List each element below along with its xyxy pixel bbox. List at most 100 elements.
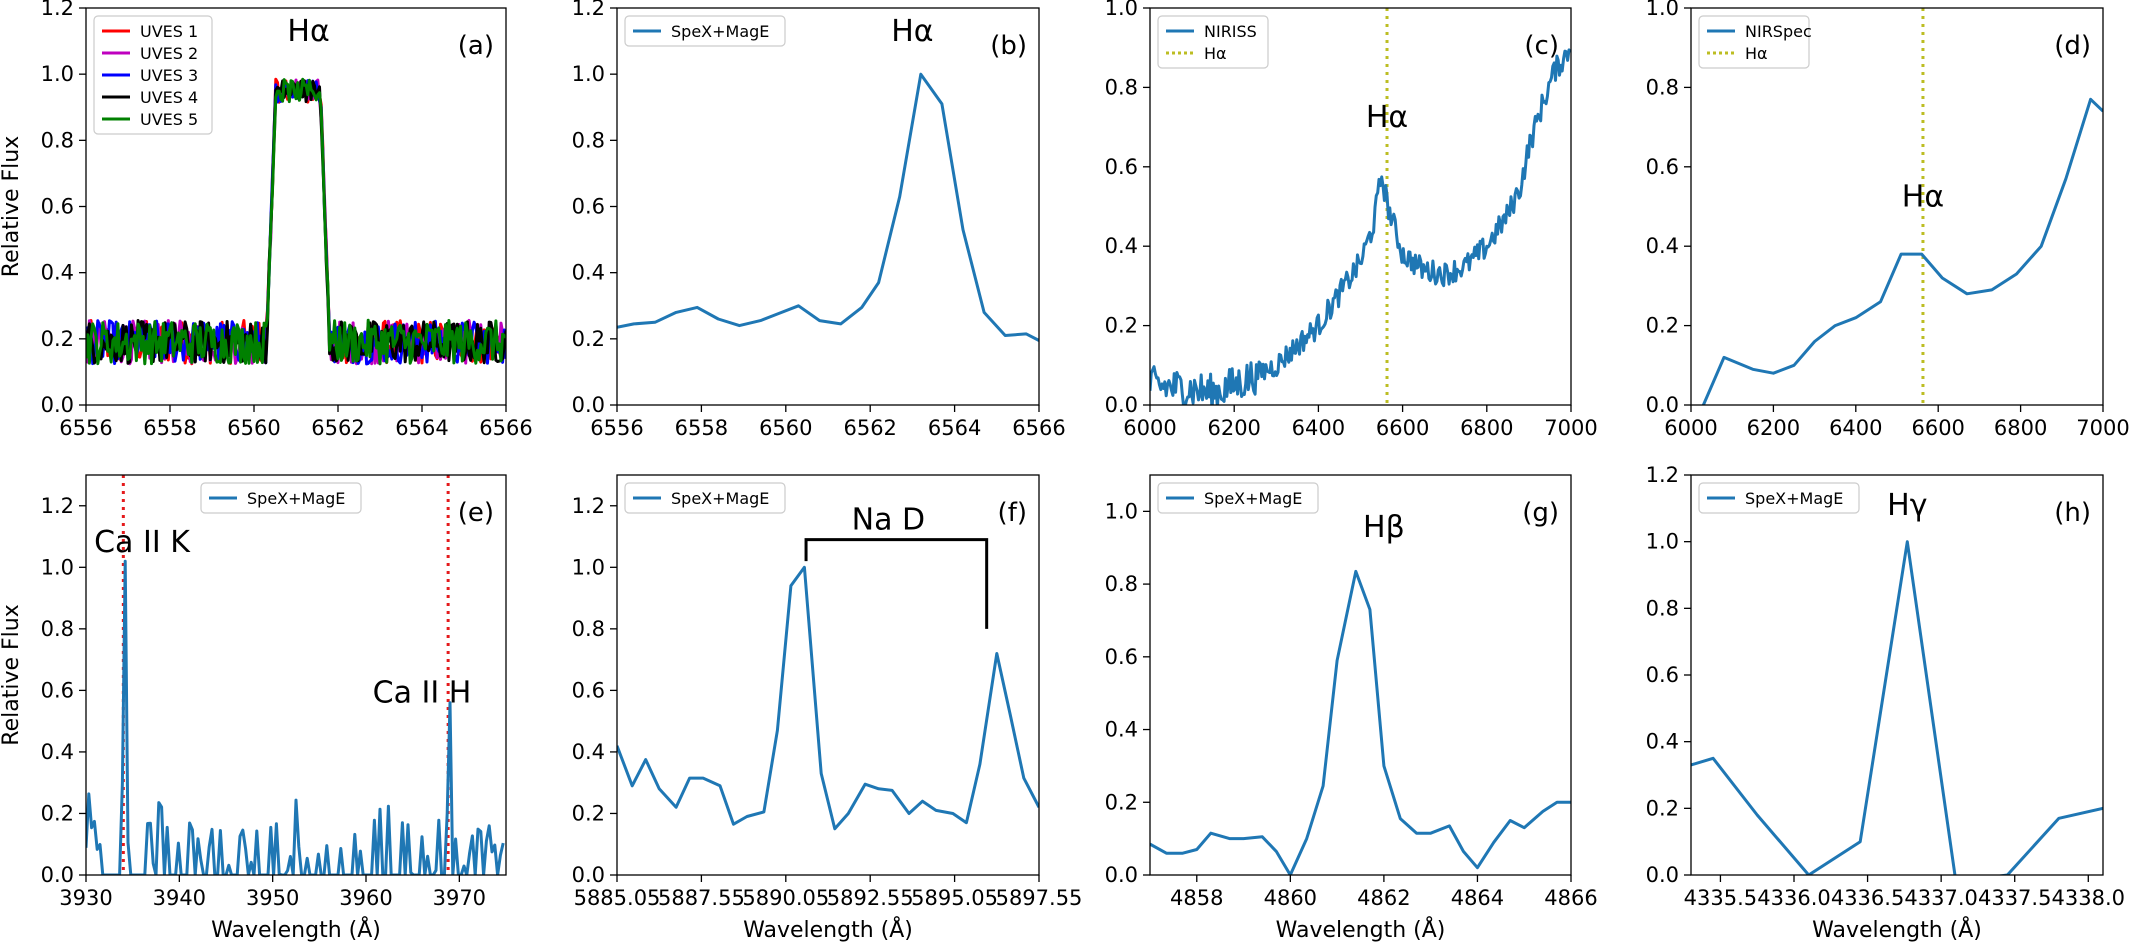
y-tick-label: 0.2 bbox=[41, 801, 74, 825]
y-tick-label: 0.8 bbox=[572, 617, 605, 641]
y-tick-label: 1.0 bbox=[572, 62, 605, 86]
annotation-label: Hα bbox=[891, 14, 933, 49]
plot-area bbox=[1691, 540, 2103, 875]
series-line-spex-mage bbox=[617, 565, 1039, 831]
series-line-niriss bbox=[1150, 48, 1571, 405]
legend-entry: SpeX+MagE bbox=[247, 489, 345, 508]
x-tick-label: 7000 bbox=[2076, 416, 2129, 440]
y-tick-label: 1.0 bbox=[1105, 0, 1138, 20]
y-tick-label: 1.0 bbox=[572, 555, 605, 579]
panel-b: 6556 6558 6560 6562 6564 6566 0.0 0.2 0.4 0.6 0.8 1… bbox=[572, 0, 1066, 440]
x-tick-label: 7000 bbox=[1544, 416, 1597, 440]
legend-entry: UVES 5 bbox=[140, 110, 198, 129]
legend-entry: Hα bbox=[1204, 44, 1227, 63]
x-tick-label: 4864 bbox=[1451, 886, 1504, 910]
x-tick-label: 4866 bbox=[1544, 886, 1597, 910]
y-tick-label: 0.2 bbox=[1105, 314, 1138, 338]
axes-frame bbox=[1690, 474, 2104, 876]
legend: NIRSpec Hα bbox=[1698, 15, 1812, 69]
x-tick-label: 6200 bbox=[1747, 416, 1800, 440]
x-tick-label: 3970 bbox=[433, 886, 486, 910]
x-tick-label: 5895.05 bbox=[911, 886, 998, 910]
legend-box bbox=[200, 482, 362, 514]
legend-entry: SpeX+MagE bbox=[1204, 489, 1302, 508]
annotation-label: Hγ bbox=[1887, 488, 1927, 523]
legend-entry: UVES 1 bbox=[140, 22, 198, 41]
na-d-label: Na D bbox=[852, 503, 925, 538]
y-tick-label: 1.0 bbox=[1646, 0, 1679, 20]
panel-d: 6000 6200 6400 6600 6800 7000 0.0 0.2 0.4 0.6 0.8 1… bbox=[1646, 0, 2130, 440]
axes-frame bbox=[616, 474, 1040, 876]
plot-area bbox=[1701, 8, 2103, 405]
y-tick-label: 0.2 bbox=[41, 327, 74, 351]
legend-box bbox=[1157, 15, 1269, 69]
y-tick-label: 0.2 bbox=[1646, 314, 1679, 338]
y-tick-label: 1.0 bbox=[41, 62, 74, 86]
series-line-spex-mage bbox=[617, 72, 1039, 342]
x-tick-label: 6600 bbox=[1911, 416, 1964, 440]
y-tick-label: 0.8 bbox=[1105, 75, 1138, 99]
annotation-label: Ca II H bbox=[373, 676, 472, 711]
y-tick-label: 1.2 bbox=[572, 494, 605, 518]
annotation-label: Hα bbox=[1902, 180, 1944, 215]
x-tick-label: 6000 bbox=[1123, 416, 1176, 440]
x-tick-label: 4337.0 bbox=[1904, 886, 1977, 910]
x-tick-label: 3940 bbox=[153, 886, 206, 910]
x-tick-label: 6556 bbox=[59, 416, 112, 440]
y-axis-label: Relative Flux bbox=[0, 604, 24, 745]
series-line-spex-mage bbox=[1150, 569, 1571, 875]
x-tick-label: 4337.5 bbox=[1978, 886, 2051, 910]
axes-frame bbox=[616, 7, 1040, 406]
y-axis-label: Relative Flux bbox=[0, 136, 24, 277]
legend: UVES 1 UVES 2 UVES 3 UVES 4 UVES 5 bbox=[93, 15, 213, 135]
y-tick-label: 0.0 bbox=[41, 393, 74, 417]
y-tick-label: 1.2 bbox=[572, 0, 605, 20]
x-tick-label: 6200 bbox=[1207, 416, 1260, 440]
x-tick-label: 6566 bbox=[479, 416, 532, 440]
y-tick-label: 0.0 bbox=[1646, 863, 1679, 887]
legend-entry: NIRISS bbox=[1204, 22, 1257, 41]
legend-entry: SpeX+MagE bbox=[671, 489, 769, 508]
y-tick-label: 0.0 bbox=[572, 863, 605, 887]
y-tick-label: 1.0 bbox=[1105, 499, 1138, 523]
y-tick-label: 1.0 bbox=[1646, 530, 1679, 554]
x-axis-label: Wavelength (Å) bbox=[743, 916, 913, 943]
x-tick-label: 5885.05 bbox=[574, 886, 661, 910]
y-tick-label: 0.4 bbox=[41, 740, 74, 764]
legend: SpeX+MagE bbox=[1698, 482, 1860, 514]
y-tick-label: 0.8 bbox=[41, 617, 74, 641]
plot-area bbox=[1150, 8, 1571, 405]
legend: SpeX+MagE bbox=[624, 15, 786, 47]
y-tick-label: 1.2 bbox=[41, 494, 74, 518]
x-tick-label: 6000 bbox=[1664, 416, 1717, 440]
x-axis-label: Wavelength (Å) bbox=[1812, 916, 1982, 943]
x-tick-label: 6800 bbox=[1994, 416, 2047, 440]
x-tick-label: 4336.0 bbox=[1757, 886, 1830, 910]
y-tick-label: 0.2 bbox=[572, 801, 605, 825]
x-tick-label: 4338.0 bbox=[2052, 886, 2125, 910]
y-tick-label: 0.4 bbox=[1105, 234, 1138, 258]
x-tick-label: 4860 bbox=[1264, 886, 1317, 910]
x-tick-label: 5897.55 bbox=[996, 886, 1083, 910]
legend-box bbox=[624, 15, 786, 47]
x-tick-label: 6562 bbox=[843, 416, 896, 440]
y-tick-label: 0.4 bbox=[41, 261, 74, 285]
legend-entry: SpeX+MagE bbox=[1745, 489, 1843, 508]
x-tick-label: 6400 bbox=[1829, 416, 1882, 440]
x-tick-label: 4858 bbox=[1170, 886, 1223, 910]
legend-entry: UVES 2 bbox=[140, 44, 198, 63]
panel-g: 4858 4860 4862 4864 4866 0.0 0.2 0.4 0.6 0.8 1.0 Wa… bbox=[1105, 474, 1598, 943]
y-tick-label: 0.6 bbox=[1646, 663, 1679, 687]
x-tick-label: 4862 bbox=[1357, 886, 1410, 910]
y-tick-label: 1.2 bbox=[1646, 463, 1679, 487]
x-tick-label: 6558 bbox=[143, 416, 196, 440]
y-tick-label: 0.8 bbox=[1105, 572, 1138, 596]
legend-box bbox=[93, 15, 213, 135]
x-tick-label: 6400 bbox=[1292, 416, 1345, 440]
annotation-label: Hα bbox=[287, 14, 329, 49]
legend: SpeX+MagE bbox=[624, 482, 786, 514]
legend: SpeX+MagE bbox=[1157, 482, 1319, 514]
y-tick-label: 0.0 bbox=[1105, 863, 1138, 887]
y-tick-label: 0.0 bbox=[572, 393, 605, 417]
x-tick-label: 6564 bbox=[928, 416, 981, 440]
